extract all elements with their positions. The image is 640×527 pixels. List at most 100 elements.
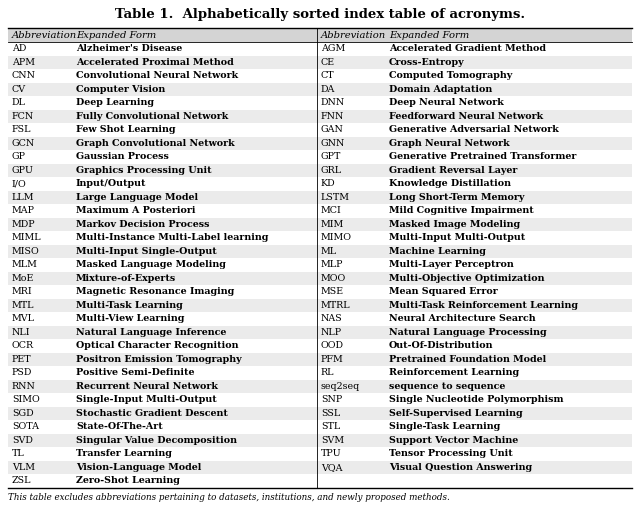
Text: GPT: GPT [321,152,341,161]
Text: Recurrent Neural Network: Recurrent Neural Network [76,382,218,391]
Text: GNN: GNN [321,139,345,148]
Bar [8,231,632,245]
Text: RNN: RNN [12,382,36,391]
Bar [8,461,632,474]
Text: Multi-Instance Multi-Label learning: Multi-Instance Multi-Label learning [76,233,268,242]
Bar [8,271,632,285]
Text: Computed Tomography: Computed Tomography [389,71,512,80]
Bar [8,55,632,69]
Bar [8,123,632,136]
Text: Abbreviation: Abbreviation [12,31,77,40]
Bar [8,204,632,218]
Text: APM: APM [12,58,35,67]
Text: Single-Input Multi-Output: Single-Input Multi-Output [76,395,217,404]
Text: Few Shot Learning: Few Shot Learning [76,125,175,134]
Text: Support Vector Machine: Support Vector Machine [389,436,518,445]
Bar [8,312,632,326]
Text: Machine Learning: Machine Learning [389,247,486,256]
Text: TPU: TPU [321,449,342,458]
Text: Multi-Layer Perceptron: Multi-Layer Perceptron [389,260,514,269]
Text: Reinforcement Learning: Reinforcement Learning [389,368,519,377]
Text: MTL: MTL [12,301,35,310]
Bar [8,245,632,258]
Text: Masked Image Modeling: Masked Image Modeling [389,220,520,229]
Text: FNN: FNN [321,112,344,121]
Bar [8,406,632,420]
Text: Alzheimer's Disease: Alzheimer's Disease [76,44,182,53]
Text: GP: GP [12,152,26,161]
Text: Pretrained Foundation Model: Pretrained Foundation Model [389,355,546,364]
Text: Abbreviation: Abbreviation [321,31,386,40]
Text: Multi-Task Learning: Multi-Task Learning [76,301,183,310]
Text: VLM: VLM [12,463,35,472]
Bar [8,339,632,353]
Text: MLM: MLM [12,260,38,269]
Text: ZSL: ZSL [12,476,31,485]
Text: Gaussian Process: Gaussian Process [76,152,169,161]
Text: Table 1.  Alphabetically sorted index table of acronyms.: Table 1. Alphabetically sorted index tab… [115,8,525,21]
Text: GCN: GCN [12,139,35,148]
Bar [8,447,632,461]
Text: MISO: MISO [12,247,40,256]
Text: GPU: GPU [12,166,34,175]
Text: SVM: SVM [321,436,344,445]
Text: FSL: FSL [12,125,31,134]
Text: PET: PET [12,355,31,364]
Text: Generative Pretrained Transformer: Generative Pretrained Transformer [389,152,576,161]
Text: Singular Value Decomposition: Singular Value Decomposition [76,436,237,445]
Text: TL: TL [12,449,25,458]
Text: SGD: SGD [12,409,34,418]
Text: Multi-Objective Optimization: Multi-Objective Optimization [389,274,545,283]
Text: OOD: OOD [321,341,344,350]
Text: MIMO: MIMO [321,233,352,242]
Text: LLM: LLM [12,193,35,202]
Text: Multi-View Learning: Multi-View Learning [76,314,184,323]
Bar [8,190,632,204]
Text: NLI: NLI [12,328,31,337]
Bar [8,285,632,298]
Text: MLP: MLP [321,260,344,269]
Text: SNP: SNP [321,395,342,404]
Bar [8,393,632,406]
Text: PSD: PSD [12,368,33,377]
Bar [8,218,632,231]
Text: LSTM: LSTM [321,193,350,202]
Text: Natural Language Inference: Natural Language Inference [76,328,227,337]
Text: Mild Cognitive Impairment: Mild Cognitive Impairment [389,206,534,215]
Text: Graph Neural Network: Graph Neural Network [389,139,509,148]
Bar [8,110,632,123]
Text: Convolutional Neural Network: Convolutional Neural Network [76,71,238,80]
Text: RL: RL [321,368,334,377]
Bar [8,353,632,366]
Text: Mean Squared Error: Mean Squared Error [389,287,498,296]
Text: Domain Adaptation: Domain Adaptation [389,85,492,94]
Text: CE: CE [321,58,335,67]
Text: Input/Output: Input/Output [76,179,147,188]
Text: MoE: MoE [12,274,35,283]
Text: Visual Question Answering: Visual Question Answering [389,463,532,472]
Text: Multi-Input Single-Output: Multi-Input Single-Output [76,247,217,256]
Text: Single Nucleotide Polymorphism: Single Nucleotide Polymorphism [389,395,563,404]
Bar [8,379,632,393]
Text: Positron Emission Tomography: Positron Emission Tomography [76,355,242,364]
Text: SVD: SVD [12,436,33,445]
Bar [8,28,632,42]
Text: DL: DL [12,98,26,108]
Text: NAS: NAS [321,314,342,323]
Text: VQA: VQA [321,463,342,472]
Text: KD: KD [321,179,335,188]
Text: NLP: NLP [321,328,342,337]
Text: OCR: OCR [12,341,34,350]
Text: Mixture-of-Experts: Mixture-of-Experts [76,274,176,283]
Text: Large Language Model: Large Language Model [76,193,198,202]
Text: Neural Architecture Search: Neural Architecture Search [389,314,536,323]
Text: Optical Character Recognition: Optical Character Recognition [76,341,239,350]
Text: Vision-Language Model: Vision-Language Model [76,463,202,472]
Bar [8,177,632,190]
Text: Expanded Form: Expanded Form [76,31,156,40]
Text: Multi-Task Reinforcement Learning: Multi-Task Reinforcement Learning [389,301,578,310]
Text: Computer Vision: Computer Vision [76,85,165,94]
Text: MAP: MAP [12,206,35,215]
Text: MDP: MDP [12,220,36,229]
Bar [8,69,632,83]
